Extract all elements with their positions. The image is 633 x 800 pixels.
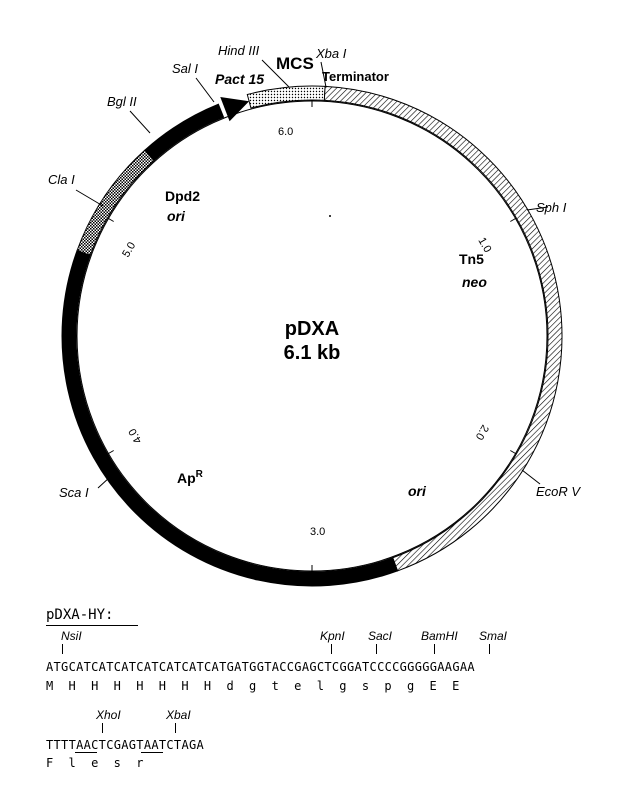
dpd2-ori-segment [76, 149, 155, 256]
amino-acid: l [316, 679, 325, 693]
amino-acid: r [136, 756, 144, 770]
dpd2-ori-label: ori [167, 208, 186, 224]
pact15-arrowhead [220, 97, 250, 122]
scale-tick-2 [510, 450, 517, 455]
terminator-label: Terminator [322, 69, 389, 84]
nsi1-site: NsiI [61, 629, 82, 643]
pact15-label: Pact 15 [215, 71, 264, 87]
amino-acid: e [294, 679, 302, 693]
sequence-title: pDXA-HY: [46, 607, 114, 623]
sph1-site-label: Sph I [536, 200, 567, 215]
ori-bottom-label: ori [408, 483, 427, 499]
amino-acid: t [271, 679, 280, 693]
xho1-site: XhoI [96, 708, 121, 722]
scale-tick-5 [107, 217, 114, 222]
amino-acid: s [361, 679, 370, 693]
sma1-site: SmaI [479, 629, 508, 643]
apr-ori-segment [61, 249, 399, 587]
dna-line-1: ATGCATCATCATCATCATCATCATGATGGTACCGAGCTCG… [46, 660, 475, 674]
bgl2-site-label: Bgl II [107, 94, 137, 109]
stop-codon-underline-2 [141, 752, 163, 753]
amino-acid: p [384, 679, 392, 693]
scale-label-6: 6.0 [278, 126, 293, 138]
amino-acid: g [339, 679, 347, 693]
dpd2-label: Dpd2 [165, 188, 200, 204]
amino-acid: H [68, 679, 77, 693]
cla1-site-label: Cla I [48, 172, 75, 187]
tn5-label: Tn5 [459, 251, 484, 267]
dna-line-2: TTTTAACTCGAGTAATCTAGA [46, 738, 205, 752]
hind3-site-label: Hind III [218, 43, 260, 58]
amino-acid: g [406, 679, 415, 693]
xba1-site-label: Xba I [315, 46, 347, 61]
amino-acid: H [203, 679, 212, 693]
scale-label-5: 5.0 [120, 240, 138, 259]
neo-label: neo [462, 274, 487, 290]
scale-tick-4 [107, 450, 114, 455]
apr-superscript: R [196, 469, 204, 480]
plasmid-size: 6.1 kb [284, 342, 341, 364]
plasmid-map: 1.0 2.0 3.0 4.0 5.0 6.0 pDXA 6.1 kb Dpd2… [48, 43, 581, 587]
scale-labels: 1.0 2.0 3.0 4.0 5.0 6.0 [120, 126, 493, 538]
mcs-segment [246, 85, 326, 109]
apr-label: ApR [177, 469, 204, 486]
amino-acid: H [136, 679, 144, 693]
sal1-site-label: Sal I [172, 61, 198, 76]
amino-acid: H [181, 679, 189, 693]
kpn1-site: KpnI [320, 629, 345, 643]
pact15-segment [144, 103, 225, 162]
amino-acid: l [68, 756, 77, 770]
amino-acid: g [249, 679, 257, 693]
sequence-block: pDXA-HY: NsiI KpnI SacI BamHI SmaI ATGCA… [0, 600, 633, 800]
apr-text: Ap [177, 470, 196, 486]
xba1-site-seq: XbaI [166, 708, 191, 722]
scale-label-3: 3.0 [310, 526, 325, 538]
mcs-label: MCS [276, 54, 314, 73]
amino-acid: H [91, 679, 99, 693]
stop-codon-underline-1 [75, 752, 97, 753]
tn5-neo-segment [323, 85, 563, 572]
plasmid-name: pDXA [285, 318, 339, 340]
sca1-site-label: Sca I [59, 485, 89, 500]
amino-acid: H [158, 679, 167, 693]
sac1-site: SacI [368, 629, 393, 643]
amino-acid: E [429, 679, 438, 693]
amino-acid: s [113, 756, 122, 770]
amino-acid: H [113, 679, 122, 693]
amino-acid: E [452, 679, 460, 693]
amino-acid: M [46, 679, 54, 693]
scale-label-4: 4.0 [127, 426, 145, 445]
tn5-text: Tn5 [459, 251, 484, 267]
ecorv-site-label: EcoR V [536, 484, 581, 499]
amino-acid: e [91, 756, 99, 770]
scale-label-2: 2.0 [473, 423, 491, 442]
plasmid-ring [61, 85, 563, 587]
amino-acid: d [226, 679, 234, 693]
scale-tick-1 [510, 217, 517, 222]
amino-acid: F [46, 756, 54, 770]
bamh1-site: BamHI [421, 629, 458, 643]
site-leader-lines [75, 59, 549, 489]
